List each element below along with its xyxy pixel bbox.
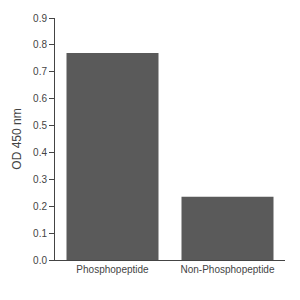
svg-text:0.0: 0.0 [33,255,47,266]
svg-text:OD 450 nm: OD 450 nm [10,108,24,169]
svg-text:0.7: 0.7 [33,66,47,77]
svg-text:0.4: 0.4 [33,147,47,158]
svg-text:Non-Phosphopeptide: Non-Phosphopeptide [181,264,275,275]
svg-text:0.8: 0.8 [33,39,47,50]
svg-text:0.2: 0.2 [33,201,47,212]
svg-text:0.9: 0.9 [33,13,47,24]
svg-text:0.5: 0.5 [33,120,47,131]
svg-text:0.3: 0.3 [33,174,47,185]
svg-text:Phosphopeptide: Phosphopeptide [76,264,149,275]
svg-text:0.1: 0.1 [33,228,47,239]
svg-text:0.6: 0.6 [33,93,47,104]
